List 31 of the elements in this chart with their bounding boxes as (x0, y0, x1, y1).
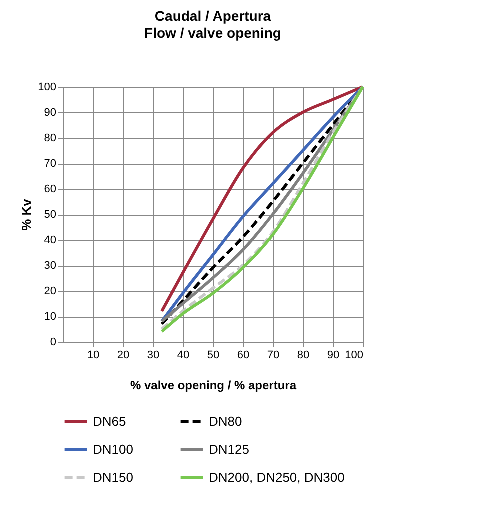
y-tick-label: 60 (44, 184, 56, 196)
legend-label: DN80 (209, 414, 242, 429)
y-tick-label: 40 (44, 234, 56, 246)
y-tick-label: 20 (44, 286, 56, 298)
y-tick-label: 100 (38, 82, 56, 94)
x-tick-label: 30 (147, 350, 160, 362)
x-tick-label: 60 (237, 350, 250, 362)
x-tick-label: 70 (267, 350, 280, 362)
x-tick-label: 40 (177, 350, 190, 362)
legend-label: DN100 (93, 442, 134, 457)
x-tick-label: 50 (207, 350, 220, 362)
legend-label: DN150 (93, 470, 134, 485)
y-tick-label: 80 (44, 132, 56, 144)
y-axis-title: % Kv (19, 198, 34, 231)
x-axis-title: % valve opening / % apertura (130, 378, 297, 392)
y-tick-label: 0 (50, 336, 56, 348)
y-tick-label: 10 (44, 311, 56, 323)
chart-title: Caudal / Apertura (154, 8, 272, 24)
y-tick-label: 70 (44, 158, 56, 170)
x-tick-label: 20 (117, 350, 130, 362)
y-tick-label: 50 (44, 209, 56, 221)
x-tick-label: 100 (345, 350, 364, 362)
chart-subtitle: Flow / valve opening (144, 25, 282, 41)
x-tick-label: 80 (297, 350, 310, 362)
legend-label: DN125 (209, 442, 250, 457)
legend-label: DN200, DN250, DN300 (209, 470, 345, 485)
legend-label: DN65 (93, 414, 126, 429)
y-tick-label: 30 (44, 260, 56, 272)
x-tick-label: 90 (327, 350, 340, 362)
x-tick-label: 10 (87, 350, 100, 362)
y-tick-label: 90 (44, 107, 56, 119)
